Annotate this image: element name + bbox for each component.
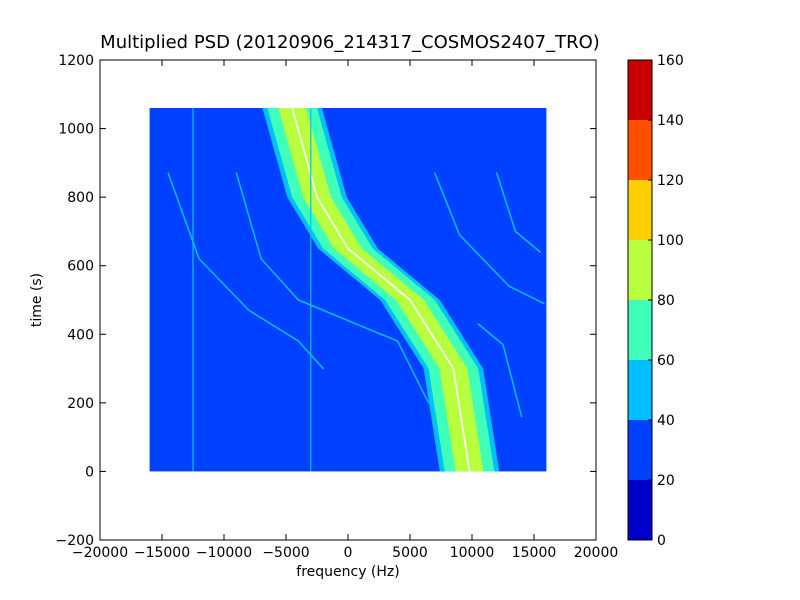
x-tick-label: 15000 <box>512 545 557 561</box>
y-axis-ticks: −200 0 200 400 600 800 1000 1200 <box>56 53 596 549</box>
colorbar-bands <box>628 60 652 540</box>
colorbar-tick-label: 20 <box>657 473 675 489</box>
x-tick-label: −5000 <box>262 545 309 561</box>
colorbar-band <box>628 240 652 300</box>
heatmap <box>149 107 547 472</box>
colorbar-tick-label: 0 <box>657 533 666 549</box>
x-tick-label: 20000 <box>574 545 619 561</box>
colorbar-band <box>628 420 652 480</box>
colorbar-tick-label: 140 <box>657 113 684 129</box>
x-axis-label: frequency (Hz) <box>296 564 399 580</box>
x-tick-label: −20000 <box>72 545 128 561</box>
plot-area: −20000 −15000 −10000 −5000 0 5000 10000 15000 20… <box>56 53 619 561</box>
faint-trace <box>167 172 324 370</box>
main-trace-line <box>291 107 471 472</box>
colorbar-band <box>628 360 652 420</box>
x-tick-label: 10000 <box>450 545 495 561</box>
faint-trace <box>496 172 541 253</box>
colorbar-tick-label: 120 <box>657 173 684 189</box>
y-tick-label: 0 <box>85 464 94 480</box>
colorbar-band <box>628 180 652 240</box>
colorbar-tick-label: 100 <box>657 233 684 249</box>
colorbar-tick-label: 60 <box>657 353 675 369</box>
colorbar-band <box>628 120 652 180</box>
y-tick-label: 1000 <box>58 122 94 138</box>
faint-trace <box>235 172 430 404</box>
x-axis-ticks: −20000 −15000 −10000 −5000 0 5000 10000 15000 20… <box>72 60 618 561</box>
y-tick-label: 400 <box>67 327 94 343</box>
colorbar-tick-label: 80 <box>657 293 675 309</box>
y-tick-label: −200 <box>56 533 94 549</box>
colorbar-band <box>628 480 652 540</box>
chart-title: Multiplied PSD (20120906_214317_COSMOS24… <box>100 32 600 53</box>
colorbar-ticks: 0 20 40 60 80 100 120 140 160 <box>648 53 684 549</box>
faint-trace <box>434 172 545 305</box>
x-tick-label: 0 <box>344 545 353 561</box>
main-band-core <box>278 108 484 472</box>
faint-trace <box>477 323 523 418</box>
y-tick-label: 200 <box>67 396 94 412</box>
y-tick-label: 800 <box>67 190 94 206</box>
x-tick-label: −10000 <box>196 545 252 561</box>
colorbar: 0 20 40 60 80 100 120 140 160 <box>627 53 684 549</box>
colorbar-band <box>628 300 652 360</box>
colorbar-tick-label: 160 <box>657 53 684 69</box>
colorbar-tick-label: 40 <box>657 413 675 429</box>
x-tick-label: 5000 <box>392 545 428 561</box>
colorbar-band <box>628 60 652 120</box>
y-tick-label: 1200 <box>58 53 94 69</box>
y-tick-label: 600 <box>67 259 94 275</box>
x-tick-label: −15000 <box>134 545 190 561</box>
y-axis-label: time (s) <box>29 273 45 327</box>
